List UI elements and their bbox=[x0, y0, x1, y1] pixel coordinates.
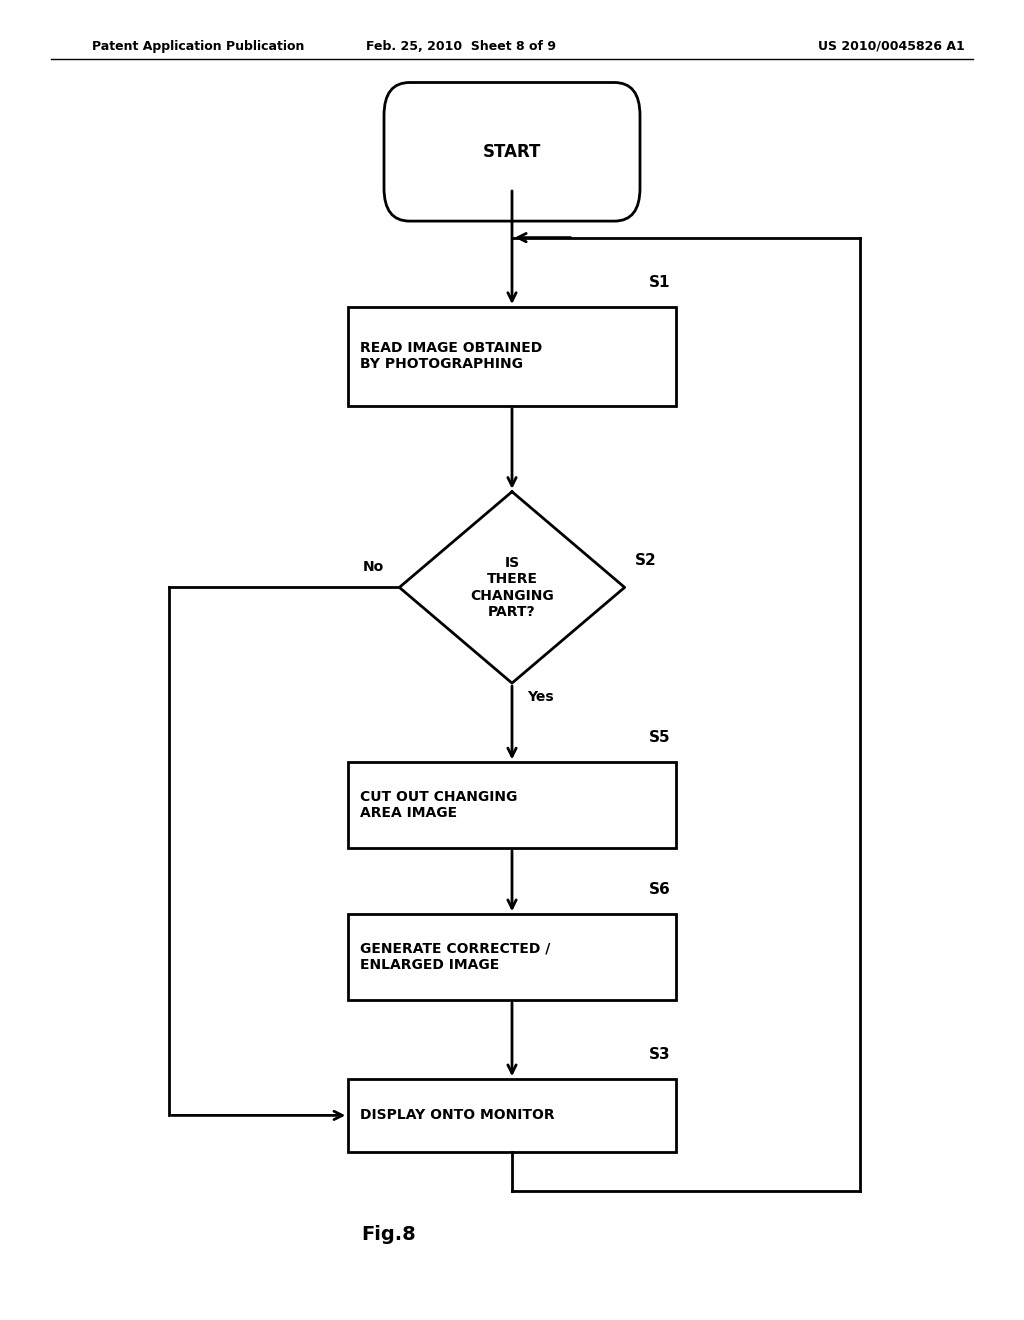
Text: START: START bbox=[482, 143, 542, 161]
Text: S2: S2 bbox=[635, 553, 656, 569]
Text: CUT OUT CHANGING
AREA IMAGE: CUT OUT CHANGING AREA IMAGE bbox=[360, 791, 518, 820]
Bar bbox=[348, 1080, 676, 1151]
Text: Patent Application Publication: Patent Application Publication bbox=[92, 40, 304, 53]
Text: US 2010/0045826 A1: US 2010/0045826 A1 bbox=[817, 40, 965, 53]
Bar bbox=[348, 762, 676, 847]
Text: Yes: Yes bbox=[527, 689, 554, 704]
Text: READ IMAGE OBTAINED
BY PHOTOGRAPHING: READ IMAGE OBTAINED BY PHOTOGRAPHING bbox=[360, 342, 543, 371]
Polygon shape bbox=[399, 491, 625, 682]
Text: No: No bbox=[362, 560, 384, 574]
FancyBboxPatch shape bbox=[384, 82, 640, 220]
Text: S3: S3 bbox=[649, 1047, 671, 1061]
Text: GENERATE CORRECTED /
ENLARGED IMAGE: GENERATE CORRECTED / ENLARGED IMAGE bbox=[360, 942, 551, 972]
Text: S1: S1 bbox=[649, 275, 671, 290]
Text: DISPLAY ONTO MONITOR: DISPLAY ONTO MONITOR bbox=[360, 1109, 555, 1122]
Bar bbox=[348, 308, 676, 407]
Text: S5: S5 bbox=[649, 730, 671, 744]
Text: Feb. 25, 2010  Sheet 8 of 9: Feb. 25, 2010 Sheet 8 of 9 bbox=[366, 40, 556, 53]
Text: Fig.8: Fig.8 bbox=[361, 1225, 417, 1243]
Text: IS
THERE
CHANGING
PART?: IS THERE CHANGING PART? bbox=[470, 556, 554, 619]
Text: S6: S6 bbox=[649, 882, 671, 898]
Bar bbox=[348, 913, 676, 1001]
